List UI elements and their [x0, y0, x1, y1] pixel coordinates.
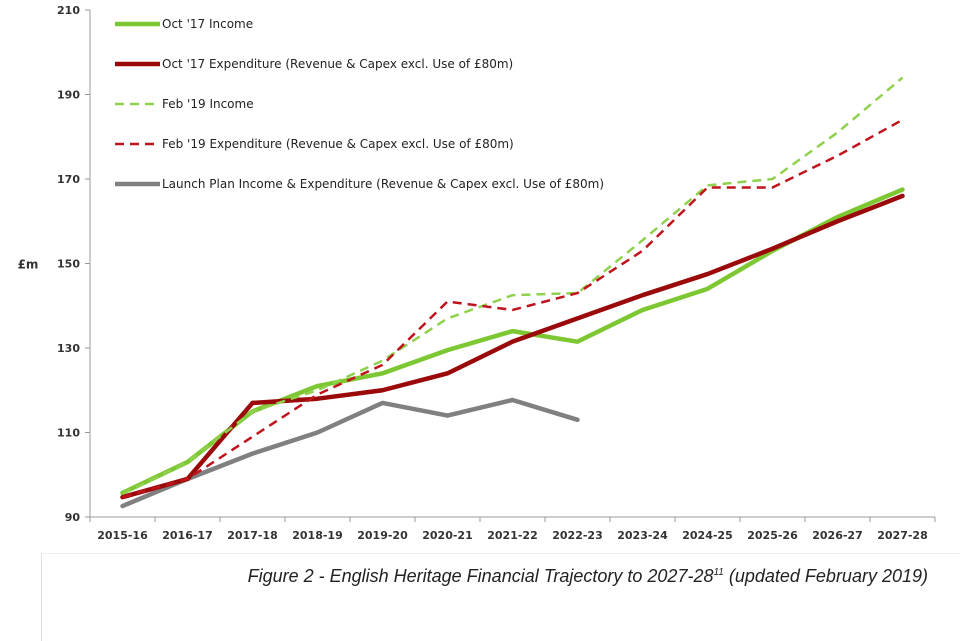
x-tick-label: 2024-25	[682, 529, 733, 542]
x-tick-label: 2027-28	[877, 529, 928, 542]
caption-text: Figure 2 - English Heritage Financial Tr…	[247, 566, 714, 586]
y-tick-label: 210	[57, 4, 80, 17]
caption-footnote: 11	[713, 567, 724, 578]
x-tick-label: 2015-16	[97, 529, 148, 542]
x-tick-label: 2019-20	[357, 529, 408, 542]
figure-caption: Figure 2 - English Heritage Financial Tr…	[248, 566, 928, 587]
y-tick-label: 150	[57, 258, 80, 271]
series-line-4	[120, 397, 580, 509]
caption-box	[41, 553, 960, 641]
legend-label-3: Feb '19 Expenditure (Revenue & Capex exc…	[162, 137, 514, 151]
y-axis-label: £m	[18, 258, 39, 272]
series-line-3	[122, 118, 904, 499]
line-chart: 90 110 130 150 170 190 210 £m 2015-16 2016-17 2017…	[18, 4, 936, 542]
x-tick-label: 2026-27	[812, 529, 863, 542]
y-tick-label: 130	[57, 342, 80, 355]
series-line-1	[120, 193, 905, 500]
x-tick-label: 2020-21	[422, 529, 473, 542]
caption-suffix: (updated February 2019)	[723, 566, 928, 586]
x-tick-label: 2016-17	[162, 529, 213, 542]
x-tick-label: 2018-19	[292, 529, 343, 542]
legend-label-0: Oct '17 Income	[162, 17, 253, 31]
y-tick-label: 110	[57, 427, 80, 440]
y-tick-label: 170	[57, 173, 80, 186]
legend-label-1: Oct '17 Expenditure (Revenue & Capex exc…	[162, 57, 513, 71]
x-tick-label: 2021-22	[487, 529, 538, 542]
series-line-2	[121, 76, 904, 495]
legend-label-4: Launch Plan Income & Expenditure (Revenu…	[162, 177, 604, 191]
x-tick-label: 2022-23	[552, 529, 603, 542]
y-tick-label: 90	[65, 511, 81, 524]
legend-label-2: Feb '19 Income	[162, 97, 254, 111]
x-tick-label: 2017-18	[227, 529, 278, 542]
x-tick-label: 2025-26	[747, 529, 798, 542]
y-tick-label: 190	[57, 89, 80, 102]
x-tick-label: 2023-24	[617, 529, 668, 542]
